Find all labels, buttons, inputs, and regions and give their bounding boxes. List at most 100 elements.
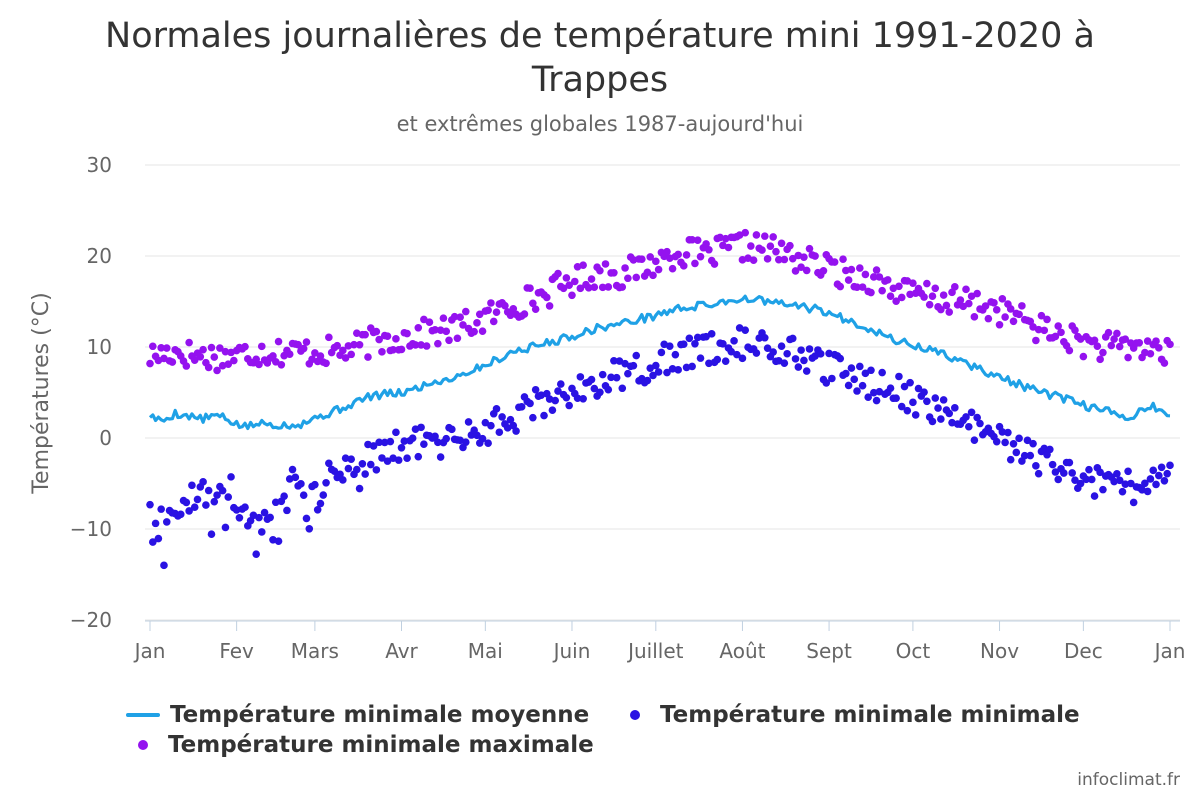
min-point (151, 519, 160, 528)
max-point (973, 289, 981, 298)
x-tick-label: Oct (896, 639, 931, 663)
min-point (752, 349, 761, 357)
max-point (649, 271, 657, 280)
credit-label[interactable]: infoclimat.fr (1077, 770, 1180, 790)
min-point (1127, 479, 1135, 488)
min-point (526, 399, 534, 408)
max-point (1115, 342, 1124, 351)
min-point (540, 411, 548, 420)
max-point (207, 343, 216, 352)
max-point (1034, 325, 1043, 334)
min-point (791, 355, 800, 363)
min-point (897, 402, 906, 411)
max-point (769, 233, 777, 241)
min-point (788, 334, 797, 343)
min-point (696, 354, 705, 362)
max-point (780, 255, 789, 264)
max-point (951, 283, 959, 291)
max-point (752, 231, 761, 239)
min-point (252, 550, 260, 558)
min-point (847, 364, 856, 372)
min-point (436, 453, 445, 461)
max-point (333, 341, 342, 350)
min-point (713, 355, 722, 364)
min-point (607, 373, 615, 382)
min-point (408, 434, 417, 442)
min-point (951, 404, 959, 412)
min-point (719, 339, 727, 348)
min-point (822, 379, 831, 387)
min-point (856, 362, 864, 371)
min-point (414, 452, 423, 461)
max-point (210, 353, 219, 361)
min-point (182, 498, 191, 507)
min-point (1026, 451, 1035, 460)
min-point (1143, 487, 1152, 496)
max-point (322, 359, 330, 368)
max-point (596, 266, 604, 275)
min-point (160, 561, 168, 570)
max-point (411, 341, 420, 349)
max-point (758, 246, 766, 254)
min-point (688, 362, 696, 371)
max-point (909, 279, 917, 287)
max-point (1037, 311, 1046, 320)
min-point (218, 486, 227, 495)
max-point (1124, 353, 1132, 362)
min-point (769, 348, 777, 356)
min-point (1160, 476, 1169, 485)
max-point (598, 283, 607, 292)
min-point (682, 363, 691, 372)
min-point (878, 368, 886, 377)
max-point (473, 319, 481, 327)
min-point (928, 417, 937, 426)
max-point (923, 279, 931, 288)
min-point (1155, 471, 1163, 480)
max-point (1146, 349, 1155, 358)
max-point (886, 292, 895, 300)
min-point (967, 408, 976, 417)
max-point (1040, 326, 1049, 335)
legend-item-mean[interactable]: Température minimale moyenne (126, 702, 589, 728)
max-point (800, 253, 808, 261)
min-point (576, 373, 585, 381)
max-point (610, 268, 618, 277)
min-point (1001, 438, 1009, 447)
chart-subtitle: et extrêmes globales 1987-aujourd'hui (396, 112, 804, 136)
min-point (939, 396, 948, 404)
max-point (1152, 337, 1160, 345)
min-point (512, 427, 520, 435)
legend-item-min[interactable]: Température minimale minimale (618, 702, 1080, 728)
legend-dot-swatch (630, 710, 640, 720)
max-point (964, 299, 973, 308)
min-point (185, 507, 193, 515)
max-point (545, 302, 554, 310)
max-point (883, 276, 892, 284)
min-point (330, 467, 339, 475)
max-point (383, 332, 392, 340)
max-point (892, 297, 900, 306)
max-point (696, 252, 705, 261)
min-point (842, 369, 850, 378)
max-point (984, 314, 993, 323)
x-tick-label: Jan (133, 639, 166, 663)
min-point (280, 492, 288, 500)
min-point (1113, 469, 1121, 478)
max-point (875, 273, 884, 281)
max-point (565, 281, 573, 289)
min-point (235, 514, 244, 522)
max-point (895, 282, 903, 291)
y-tick-label: 30 (87, 153, 112, 177)
legend-item-max[interactable]: Température minimale maximale (126, 732, 594, 758)
max-point (1090, 336, 1099, 345)
max-point (763, 255, 772, 263)
min-point (674, 366, 682, 374)
min-point (1004, 428, 1012, 437)
max-point (559, 284, 568, 293)
min-point (498, 413, 506, 421)
max-point (691, 259, 699, 268)
min-point (227, 473, 235, 481)
min-point (386, 437, 395, 446)
max-point (403, 329, 411, 338)
